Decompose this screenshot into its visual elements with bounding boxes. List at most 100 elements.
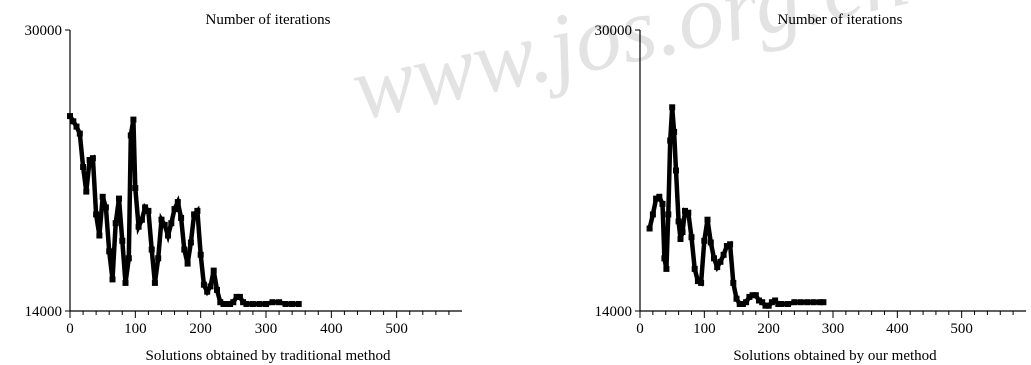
data-point	[99, 193, 106, 200]
data-point	[778, 301, 785, 307]
y-tick-label: 14000	[25, 304, 63, 320]
data-point	[256, 301, 263, 307]
data-point	[102, 204, 109, 211]
data-point	[730, 279, 737, 286]
data-point	[142, 204, 149, 211]
data-point	[109, 276, 116, 283]
data-point	[649, 211, 656, 218]
data-point	[797, 299, 804, 306]
data-point	[132, 185, 139, 192]
data-point	[200, 281, 207, 288]
data-point	[168, 220, 175, 227]
data-point	[236, 293, 243, 300]
data-point	[106, 248, 113, 255]
x-tick-label: 400	[320, 321, 343, 337]
data-point	[191, 211, 198, 218]
data-point	[665, 211, 672, 218]
data-point	[817, 299, 824, 306]
x-tick-label: 400	[886, 321, 909, 337]
data-point	[70, 118, 77, 125]
data-point	[116, 195, 122, 202]
data-point	[736, 301, 743, 307]
x-tick-label: 100	[693, 321, 716, 337]
data-point	[269, 299, 276, 306]
data-point	[122, 279, 129, 286]
data-point	[127, 132, 134, 139]
data-point	[119, 237, 126, 244]
data-point	[675, 218, 682, 225]
data-point	[762, 302, 769, 309]
data-point	[743, 299, 750, 306]
data-point	[723, 243, 730, 249]
data-point	[295, 301, 302, 307]
data-point	[720, 251, 727, 258]
series-line	[647, 107, 824, 308]
data-point	[151, 279, 158, 286]
x-tick-label: 0	[66, 321, 74, 337]
data-point	[249, 301, 256, 307]
data-point	[204, 288, 211, 295]
data-point	[73, 123, 80, 130]
data-point	[227, 301, 234, 307]
data-point	[210, 267, 217, 274]
data-point	[711, 255, 717, 262]
data-point	[733, 295, 740, 302]
data-point	[240, 299, 247, 306]
data-point	[804, 299, 811, 306]
data-point	[158, 216, 165, 223]
data-point	[659, 200, 666, 207]
data-point	[125, 255, 132, 262]
data-point	[759, 299, 766, 306]
data-point	[178, 214, 185, 221]
data-point	[89, 155, 96, 162]
data-point	[820, 299, 827, 306]
data-point	[685, 209, 692, 216]
data-point	[161, 221, 168, 228]
data-point	[646, 225, 653, 232]
y-tick-label: 30000	[25, 23, 63, 39]
x-tick-label: 200	[189, 321, 212, 337]
data-point	[701, 237, 708, 244]
data-point	[187, 239, 194, 246]
x-tick-label: 0	[636, 321, 644, 337]
data-point	[677, 236, 684, 242]
x-axis-title: Solutions obtained by traditional method	[146, 348, 391, 364]
data-point	[145, 207, 152, 214]
data-point	[679, 229, 686, 235]
data-point	[76, 130, 83, 137]
data-point	[197, 251, 204, 258]
data-point	[135, 223, 142, 230]
data-point	[772, 297, 779, 304]
data-point	[282, 301, 289, 307]
data-point	[688, 234, 695, 241]
data-point	[656, 193, 663, 200]
data-point	[717, 258, 724, 265]
y-tick-label: 14000	[595, 304, 633, 320]
data-point	[165, 232, 171, 239]
x-tick-label: 200	[757, 321, 780, 337]
x-tick-label: 100	[124, 321, 147, 337]
data-point	[80, 164, 87, 170]
data-point	[171, 206, 178, 213]
x-axis-title: Solutions obtained by our method	[733, 348, 937, 364]
data-point	[217, 299, 224, 306]
data-point	[138, 216, 145, 223]
data-point	[233, 293, 240, 300]
data-point	[96, 232, 103, 239]
chart-title: Number of iterations	[206, 12, 331, 28]
data-point	[698, 279, 705, 286]
data-point	[765, 302, 772, 309]
data-point	[810, 299, 817, 306]
data-point	[669, 104, 676, 111]
data-point	[707, 239, 714, 246]
data-point	[661, 255, 668, 262]
data-point	[768, 299, 775, 306]
data-point	[653, 195, 660, 202]
data-point	[739, 301, 746, 307]
data-point	[194, 207, 201, 214]
data-point	[667, 137, 674, 144]
data-point	[148, 246, 155, 253]
data-point	[207, 283, 214, 290]
